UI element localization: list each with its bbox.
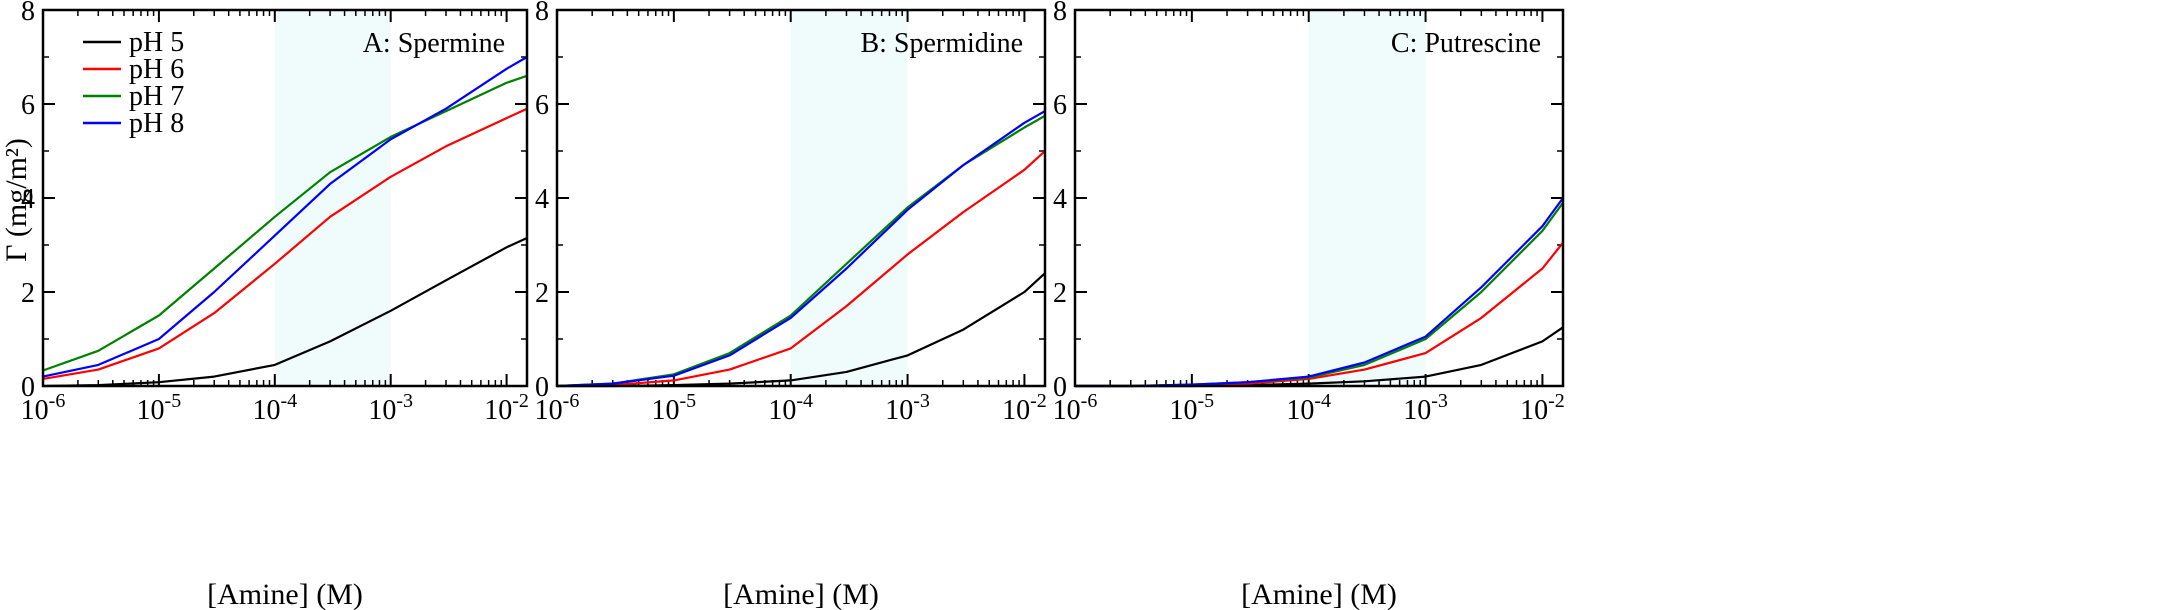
legend: pH 5pH 6pH 7pH 8 bbox=[83, 27, 184, 139]
chart-panel-3: 10-6 10-5 10-4 10-3 10-2 0 2 4 6 8 C: Putrescine [A… bbox=[1053, 0, 1565, 610]
y-tick-label: 4 bbox=[535, 184, 549, 215]
y-tick-label: 0 bbox=[21, 372, 35, 403]
legend-label: pH 6 bbox=[129, 54, 184, 85]
x-tick-label: 10-4 bbox=[1286, 390, 1331, 426]
series-line-ph-8 bbox=[42, 56, 528, 378]
x-tick-label: 10-3 bbox=[885, 390, 930, 426]
y-tick-label: 6 bbox=[21, 90, 35, 121]
x-tick-label: 10-4 bbox=[768, 390, 813, 426]
legend-label: pH 5 bbox=[129, 27, 184, 58]
x-tick-label: 10-5 bbox=[137, 390, 182, 426]
x-axis-label: [Amine] (M) bbox=[723, 578, 879, 610]
y-tick-label: 4 bbox=[21, 184, 35, 215]
x-tick-label: 10-4 bbox=[252, 390, 297, 426]
shaded-region bbox=[274, 10, 391, 386]
series-line-ph-7 bbox=[42, 74, 528, 372]
chart-panel-1: 10-6 10-5 10-4 10-3 10-2 0 2 4 6 8 A: Spermine [Ami… bbox=[21, 0, 529, 610]
series-line-ph-6 bbox=[42, 107, 528, 380]
y-tick-label: 6 bbox=[535, 90, 549, 121]
legend-label: pH 8 bbox=[129, 108, 184, 139]
panel-title: A: Spermine bbox=[363, 28, 505, 59]
y-tick-label: 8 bbox=[21, 0, 35, 27]
y-tick-label: 0 bbox=[535, 372, 549, 403]
y-tick-label: 2 bbox=[21, 278, 35, 309]
x-tick-label: 10-6 bbox=[1053, 390, 1098, 426]
y-tick-label: 4 bbox=[1053, 184, 1067, 215]
x-tick-label: 10-2 bbox=[484, 390, 529, 426]
x-tick-label: 10-6 bbox=[535, 390, 580, 426]
x-tick-label: 10-2 bbox=[1520, 390, 1565, 426]
x-tick-label: 10-5 bbox=[1170, 390, 1215, 426]
shaded-region bbox=[790, 10, 908, 386]
y-tick-label: 2 bbox=[1053, 278, 1067, 309]
x-tick-label: 10-3 bbox=[368, 390, 413, 426]
series-line-ph-6 bbox=[556, 150, 1046, 388]
shaded-region bbox=[1308, 10, 1426, 386]
x-tick-label: 10-2 bbox=[1002, 390, 1047, 426]
panel-title: B: Spermidine bbox=[860, 28, 1023, 59]
x-axis-label: [Amine] (M) bbox=[207, 578, 363, 610]
panel-title: C: Putrescine bbox=[1391, 28, 1541, 59]
plot-frame bbox=[1073, 8, 1565, 388]
series-line-ph-5 bbox=[42, 236, 528, 388]
x-axis-label: [Amine] (M) bbox=[1241, 578, 1397, 610]
y-tick-label: 2 bbox=[535, 278, 549, 309]
y-tick-label: 0 bbox=[1053, 372, 1067, 403]
x-tick-label: 10-5 bbox=[652, 390, 697, 426]
plot-frame bbox=[41, 8, 529, 388]
series-line-ph-8 bbox=[556, 110, 1046, 388]
x-tick-label: 10-6 bbox=[21, 390, 66, 426]
plot-frame bbox=[555, 8, 1047, 388]
chart-panel-2: 10-6 10-5 10-4 10-3 10-2 0 2 4 6 8 B: Spermidine [A… bbox=[535, 0, 1047, 610]
y-tick-label: 8 bbox=[535, 0, 549, 27]
y-tick-label: 8 bbox=[1053, 0, 1067, 27]
legend-label: pH 7 bbox=[129, 81, 184, 112]
y-tick-label: 6 bbox=[1053, 90, 1067, 121]
x-tick-label: 10-3 bbox=[1403, 390, 1448, 426]
y-axis-label: Γ (mg/m²) bbox=[0, 138, 33, 262]
